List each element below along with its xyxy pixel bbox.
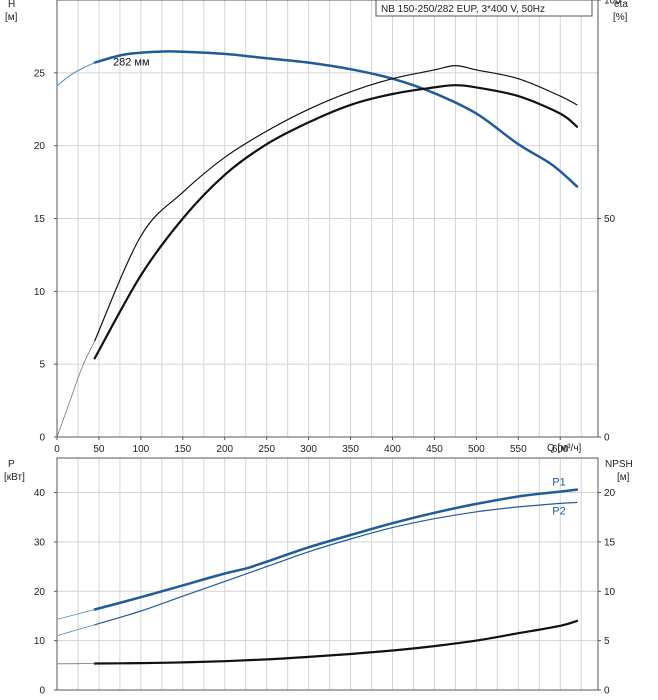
bottom-series-line-3 (56, 624, 96, 637)
bottom-series-line-4 (93, 619, 579, 665)
bottom-right-tick-label: 20 (604, 488, 616, 499)
top-left-axis-unit: [м] (5, 12, 18, 23)
top-x-tick-label: 200 (216, 444, 233, 455)
top-x-tick-label: 450 (426, 444, 443, 455)
top-x-axis-label: Q [м³/ч] (547, 443, 582, 454)
bottom-left-tick-label: 30 (34, 537, 46, 548)
top-x-tick-label: 250 (258, 444, 275, 455)
top-x-tick-label: 500 (468, 444, 485, 455)
top-series-line-1 (56, 62, 96, 87)
bottom-left-tick-label: 40 (34, 488, 46, 499)
bottom-right-tick-label: 5 (604, 636, 610, 647)
top-left-tick-label: 5 (39, 360, 45, 371)
bottom-series-label-p2: P2 (552, 505, 565, 517)
bottom-right-tick-label: 0 (604, 686, 610, 697)
bottom-left-tick-label: 0 (39, 686, 45, 697)
top-x-tick-label: 50 (93, 444, 105, 455)
top-left-tick-label: 10 (34, 287, 46, 298)
top-left-tick-label: 0 (39, 433, 45, 444)
top-x-tick-label: 300 (300, 444, 317, 455)
bottom-right-axis-unit: [м] (617, 472, 630, 483)
bottom-left-axis-symbol: P (8, 459, 15, 470)
bottom-series-line-1 (94, 501, 578, 626)
top-curve-annotation: 282 мм (113, 57, 150, 69)
top-x-tick-label: 150 (174, 444, 191, 455)
top-left-tick-label: 20 (34, 141, 46, 152)
top-x-tick-label: 600 (552, 444, 569, 455)
top-x-tick-label: 400 (384, 444, 401, 455)
top-series-line-4 (56, 340, 96, 438)
top-series-line-2 (94, 64, 578, 342)
top-x-tick-label: 100 (133, 444, 150, 455)
bottom-series-line-2 (56, 609, 96, 620)
top-left-tick-label: 25 (34, 68, 46, 79)
top-right-tick-label: 100 (604, 0, 621, 7)
top-x-tick-label: 350 (342, 444, 359, 455)
top-right-axis-symbol: eta (614, 0, 628, 10)
bottom-series-line-0 (93, 488, 579, 611)
top-x-tick-label: 0 (54, 444, 60, 455)
chart-title: NB 150-250/282 EUP, 3*400 V, 50Hz (381, 4, 545, 15)
bottom-right-axis-symbol: NPSH (605, 459, 633, 470)
bottom-left-tick-label: 20 (34, 587, 46, 598)
top-x-tick-label: 550 (510, 444, 527, 455)
top-right-tick-label: 50 (604, 214, 616, 225)
top-right-axis-unit: [%] (613, 12, 628, 23)
top-left-axis-symbol: H (8, 0, 15, 10)
bottom-left-axis-unit: [кВт] (4, 472, 25, 483)
bottom-left-tick-label: 10 (34, 636, 46, 647)
bottom-series-label-p1: P1 (552, 477, 565, 489)
chart-title-box (375, 0, 593, 17)
top-left-tick-label: 15 (34, 214, 46, 225)
bottom-plot-frame (56, 457, 599, 691)
top-right-tick-label: 0 (604, 433, 610, 444)
bottom-right-tick-label: 15 (604, 537, 616, 548)
bottom-right-tick-label: 10 (604, 587, 616, 598)
top-series-line-0 (93, 50, 579, 188)
top-series-line-3 (93, 84, 579, 360)
